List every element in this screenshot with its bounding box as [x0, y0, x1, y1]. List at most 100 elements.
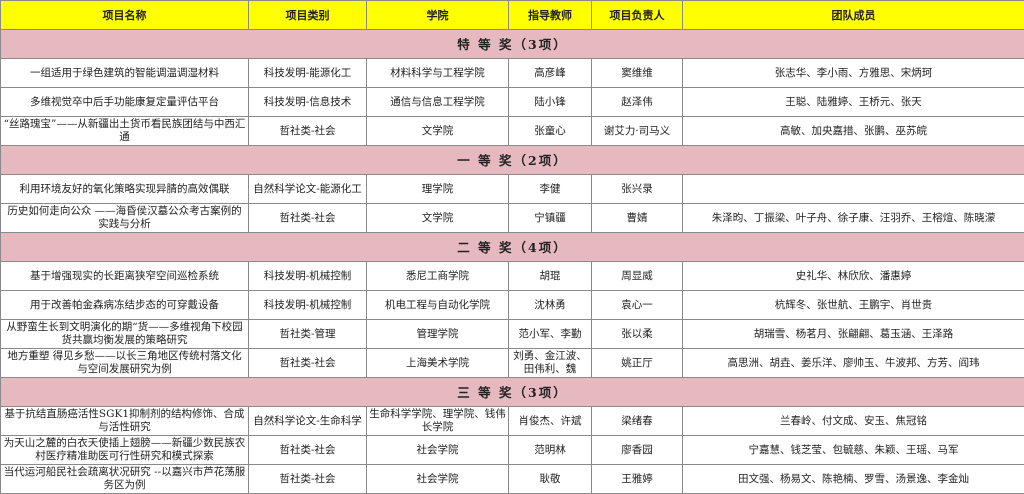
- cell-members: 王聪、陆雅婷、王桥元、张天: [683, 88, 1024, 117]
- cell-members: 高敏、加央嘉措、张鹏、巫苏皖: [683, 117, 1024, 146]
- cell-project-name: 基于增强现实的长距离狭窄空间巡检系统: [1, 262, 249, 291]
- cell-project-name: 为天山之麓的白衣天使插上翅膀——新疆少数民族农村医疗精准助医可行性研究和模式探索: [1, 436, 249, 465]
- cell-college: 材料科学与工程学院: [367, 59, 509, 88]
- cell-category: 自然科学论文-能源化工: [249, 175, 367, 204]
- cell-advisor: 肖俊杰、许斌: [509, 407, 592, 436]
- table-row: 一组适用于绿色建筑的智能调温调湿材料科技发明-能源化工材料科学与工程学院高彦峰窦…: [1, 59, 1024, 88]
- cell-category: 哲社类-社会: [249, 349, 367, 378]
- header-category: 项目类别: [249, 1, 367, 30]
- table-row: 多维视觉卒中后手功能康复定量评估平台科技发明-信息技术通信与信息工程学院陆小锋赵…: [1, 88, 1024, 117]
- cell-category: 科技发明-机械控制: [249, 291, 367, 320]
- cell-advisor: 胡琨: [509, 262, 592, 291]
- cell-advisor: 张童心: [509, 117, 592, 146]
- cell-advisor: 耿敬: [509, 465, 592, 494]
- header-members: 团队成员: [683, 1, 1024, 30]
- section-header-row: 特 等 奖（3项）: [1, 30, 1024, 59]
- cell-members: [683, 175, 1024, 204]
- section-header-row: 一 等 奖（2项）: [1, 146, 1024, 175]
- cell-members: 史礼华、林欣欣、潘惠婷: [683, 262, 1024, 291]
- cell-project-name: 基于抗结直肠癌活性SGK1抑制剂的结构修饰、合成与活性研究: [1, 407, 249, 436]
- cell-category: 哲社类-社会: [249, 465, 367, 494]
- cell-category: 科技发明-机械控制: [249, 262, 367, 291]
- cell-members: 宁嘉慧、钱芝莹、包毓慈、朱颖、王瑶、马军: [683, 436, 1024, 465]
- section-header-row: 二 等 奖（4项）: [1, 233, 1024, 262]
- header-advisor: 指导教师: [509, 1, 592, 30]
- cell-leader: 赵泽伟: [592, 88, 683, 117]
- cell-project-name: 多维视觉卒中后手功能康复定量评估平台: [1, 88, 249, 117]
- cell-leader: 袁心一: [592, 291, 683, 320]
- cell-leader: 曹婧: [592, 204, 683, 233]
- cell-category: 哲社类-管理: [249, 320, 367, 349]
- cell-college: 社会学院: [367, 465, 509, 494]
- cell-category: 哲社类-社会: [249, 117, 367, 146]
- cell-college: 上海美术学院: [367, 349, 509, 378]
- cell-leader: 廖香园: [592, 436, 683, 465]
- cell-project-name: 历史如何走向公众 ——海昏侯汉墓公众考古案例的实践与分析: [1, 204, 249, 233]
- cell-members: 胡瑞雪、杨茗月、张翩翩、葛玉涵、王泽路: [683, 320, 1024, 349]
- cell-leader: 王雅婷: [592, 465, 683, 494]
- table-row: 地方重塑 得见乡愁——以长三角地区传统村落文化与空间发展研究为例哲社类-社会上海…: [1, 349, 1024, 378]
- section-title: 二 等 奖（4项）: [1, 233, 1024, 262]
- cell-project-name: 利用环境友好的氧化策略实现异腈的高效偶联: [1, 175, 249, 204]
- cell-category: 科技发明-信息技术: [249, 88, 367, 117]
- cell-advisor: 高彦峰: [509, 59, 592, 88]
- cell-leader: 梁绪春: [592, 407, 683, 436]
- cell-advisor: 沈林勇: [509, 291, 592, 320]
- cell-advisor: 范小军、李勤: [509, 320, 592, 349]
- cell-members: 朱泽昀、丁振梁、叶子舟、徐子康、汪羽乔、王榕煊、陈晓濛: [683, 204, 1024, 233]
- cell-members: 高思洲、胡垚、姜乐洋、廖帅玉、牛波邦、方芳、阎玮: [683, 349, 1024, 378]
- table-row: 历史如何走向公众 ——海昏侯汉墓公众考古案例的实践与分析哲社类-社会文学院宁镇疆…: [1, 204, 1024, 233]
- table-row: 利用环境友好的氧化策略实现异腈的高效偶联自然科学论文-能源化工理学院李健张兴录: [1, 175, 1024, 204]
- cell-members: 田文强、杨易文、陈艳楠、罗雪、汤景逸、李金灿: [683, 465, 1024, 494]
- cell-leader: 张以柔: [592, 320, 683, 349]
- cell-leader: 窦维维: [592, 59, 683, 88]
- cell-category: 科技发明-能源化工: [249, 59, 367, 88]
- cell-project-name: 一组适用于绿色建筑的智能调温调湿材料: [1, 59, 249, 88]
- cell-college: 文学院: [367, 204, 509, 233]
- cell-category: 自然科学论文-生命科学: [249, 407, 367, 436]
- cell-project-name: 当代运河船民社会疏离状况研究 --以嘉兴市芦花荡服务区为例: [1, 465, 249, 494]
- cell-project-name: 地方重塑 得见乡愁——以长三角地区传统村落文化与空间发展研究为例: [1, 349, 249, 378]
- cell-leader: 周显威: [592, 262, 683, 291]
- cell-advisor: 陆小锋: [509, 88, 592, 117]
- cell-members: 杭辉冬、张世航、王鹏宇、肖世贵: [683, 291, 1024, 320]
- section-title: 三 等 奖（3项）: [1, 378, 1024, 407]
- cell-advisor: 刘勇、金江波、田伟利、魏: [509, 349, 592, 378]
- cell-members: 兰春岭、付文成、安玉、焦冠铭: [683, 407, 1024, 436]
- cell-advisor: 范明林: [509, 436, 592, 465]
- cell-college: 悉尼工商学院: [367, 262, 509, 291]
- table-row: 用于改善帕金森病冻结步态的可穿戴设备科技发明-机械控制机电工程与自动化学院沈林勇…: [1, 291, 1024, 320]
- section-header-row: 三 等 奖（3项）: [1, 378, 1024, 407]
- cell-college: 社会学院: [367, 436, 509, 465]
- cell-project-name: 用于改善帕金森病冻结步态的可穿戴设备: [1, 291, 249, 320]
- cell-leader: 张兴录: [592, 175, 683, 204]
- cell-project-name: 从野蛮生长到文明演化的期“货——多维视角下校园货共赢均衡发展的策略研究: [1, 320, 249, 349]
- table-row: 基于抗结直肠癌活性SGK1抑制剂的结构修饰、合成与活性研究自然科学论文-生命科学…: [1, 407, 1024, 436]
- table-row: 基于增强现实的长距离狭窄空间巡检系统科技发明-机械控制悉尼工商学院胡琨周显威史礼…: [1, 262, 1024, 291]
- header-college: 学院: [367, 1, 509, 30]
- cell-advisor: 李健: [509, 175, 592, 204]
- cell-category: 哲社类-社会: [249, 436, 367, 465]
- header-leader: 项目负责人: [592, 1, 683, 30]
- cell-college: 生命科学学院、理学院、钱伟长学院: [367, 407, 509, 436]
- table-row: 当代运河船民社会疏离状况研究 --以嘉兴市芦花荡服务区为例哲社类-社会社会学院耿…: [1, 465, 1024, 494]
- header-row: 项目名称 项目类别 学院 指导教师 项目负责人 团队成员: [1, 1, 1024, 30]
- cell-leader: 姚正厅: [592, 349, 683, 378]
- cell-category: 哲社类-社会: [249, 204, 367, 233]
- section-title: 一 等 奖（2项）: [1, 146, 1024, 175]
- header-project-name: 项目名称: [1, 1, 249, 30]
- cell-college: 机电工程与自动化学院: [367, 291, 509, 320]
- cell-college: 通信与信息工程学院: [367, 88, 509, 117]
- table-row: “丝路瑰宝”——从新疆出土货币看民族团结与中西汇通哲社类-社会文学院张童心谢艾力…: [1, 117, 1024, 146]
- cell-advisor: 宁镇疆: [509, 204, 592, 233]
- cell-college: 管理学院: [367, 320, 509, 349]
- section-title: 特 等 奖（3项）: [1, 30, 1024, 59]
- table-row: 为天山之麓的白衣天使插上翅膀——新疆少数民族农村医疗精准助医可行性研究和模式探索…: [1, 436, 1024, 465]
- cell-college: 文学院: [367, 117, 509, 146]
- cell-project-name: “丝路瑰宝”——从新疆出土货币看民族团结与中西汇通: [1, 117, 249, 146]
- cell-college: 理学院: [367, 175, 509, 204]
- cell-members: 张志华、李小雨、方雅思、宋炳珂: [683, 59, 1024, 88]
- table-row: 从野蛮生长到文明演化的期“货——多维视角下校园货共赢均衡发展的策略研究哲社类-管…: [1, 320, 1024, 349]
- cell-leader: 谢艾力·司马义: [592, 117, 683, 146]
